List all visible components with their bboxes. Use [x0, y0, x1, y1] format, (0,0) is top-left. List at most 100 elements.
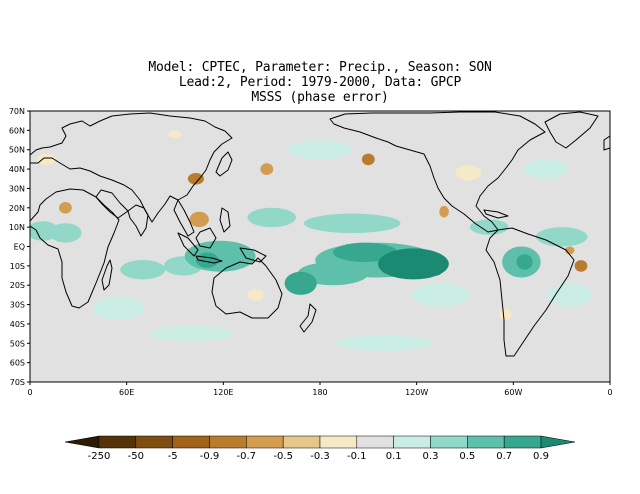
field-region-mexico-neg: [439, 205, 449, 218]
colorbar-swatch: [503, 435, 542, 449]
colorbar-swatch: [540, 435, 576, 449]
colorbar-swatch: [430, 435, 468, 449]
field-region-south-ocean-2: [336, 335, 433, 351]
colorbar-label: -0.1: [347, 451, 367, 462]
colorbar-swatch: [467, 435, 505, 449]
field-region-atlantic-east-neg: [574, 260, 588, 272]
lat-tick-label: 50S: [10, 339, 25, 348]
field-region-west-pacific-north: [247, 207, 296, 228]
field-region-se-asia-neg: [189, 211, 209, 228]
coastline-africa: [30, 188, 120, 309]
coastline-layer: [30, 111, 610, 357]
coastline-greenland: [544, 111, 599, 149]
field-region-s-america-neg: [498, 308, 512, 321]
colorbar-label: -0.3: [310, 451, 330, 462]
coastline-eurasia: [30, 112, 233, 223]
colorbar-swatch: [64, 435, 100, 449]
coastline-borneo: [195, 227, 217, 249]
colorbar-label: -0.9: [200, 451, 220, 462]
field-region-indian-ocean-south: [120, 260, 166, 280]
lat-tick-label: 30N: [9, 184, 25, 193]
colorbar-label: -250: [88, 451, 111, 462]
coastline-india: [127, 204, 149, 237]
coastline-sumatra: [177, 232, 199, 257]
coastline-south-america: [485, 227, 575, 357]
colorbar-swatch: [393, 435, 431, 449]
field-region-north-pacific-neg: [361, 153, 375, 166]
colorbar-swatch: [356, 435, 394, 449]
lat-tick-label: 70S: [10, 378, 25, 387]
field-region-north-pacific-1: [287, 140, 353, 160]
lon-tick-label: 60E: [119, 388, 134, 397]
coastline-japan: [215, 151, 233, 177]
field-region-south-pacific-east: [411, 283, 470, 307]
lat-tick-label: 70N: [9, 107, 25, 116]
colorbar-label: 0.9: [533, 451, 549, 462]
colorbar-label: -5: [168, 451, 178, 462]
lat-tick-label: 10S: [10, 262, 25, 271]
colorbar: -250 -50 -5 -0.9 -0.7 -0.5 -0.3 -0.1 0.1 0.3 0.5 0.…: [64, 435, 576, 462]
field-region-south-ocean-1: [150, 325, 232, 342]
lon-tick-label: 120E: [213, 388, 233, 397]
field-region-australia-neg: [247, 289, 264, 301]
lat-tick-label: 30S: [10, 301, 25, 310]
field-region-central-pacific-max: [378, 248, 449, 280]
field-region-north-pacific-band: [303, 213, 401, 233]
lon-tick-label: 180: [312, 388, 327, 397]
colorbar-swatch: [172, 435, 210, 449]
chart-title: Model: CPTEC, Parameter: Precip., Season…: [0, 60, 640, 105]
lat-tick-label: EQ: [14, 243, 25, 252]
field-region-caribbean: [469, 219, 509, 235]
colorbar-label: 0.3: [423, 451, 439, 462]
field-layer: [30, 130, 593, 351]
latitude-axis: 70N 60N 50N 40N 30N 20N 10N EQ 10S 20S 30S 40S 50S 60…: [9, 107, 30, 387]
colorbar-swatch: [98, 435, 137, 449]
field-region-north-atlantic: [523, 159, 569, 179]
colorbar-swatch: [135, 435, 173, 449]
colorbar-label: -0.7: [237, 451, 257, 462]
colorbar-label: 0.5: [459, 451, 475, 462]
lat-tick-label: 50N: [9, 146, 25, 155]
coastline-australia: [211, 257, 283, 319]
field-region-europe-neg: [36, 153, 56, 166]
coastline-philippines: [219, 207, 231, 233]
colorbar-swatch: [246, 435, 284, 449]
lat-tick-label: 20N: [9, 204, 25, 213]
field-region-tropical-atlantic: [535, 227, 588, 247]
lon-tick-label: 60W: [504, 388, 522, 397]
field-region-south-indian: [92, 296, 145, 320]
lon-tick-label: 0: [27, 388, 32, 397]
lat-tick-label: 60S: [10, 359, 25, 368]
coastline-uk: [603, 135, 610, 151]
colorbar-swatch: [319, 435, 358, 449]
colorbar-label: -0.5: [273, 451, 293, 462]
lat-tick-label: 20S: [10, 281, 25, 290]
colorbar-label: -50: [128, 451, 144, 462]
title-line-1: Model: CPTEC, Parameter: Precip., Season…: [148, 60, 492, 75]
field-region-japan-neg: [260, 163, 274, 175]
colorbar-label: 0.7: [496, 451, 512, 462]
coastline-new-guinea: [239, 247, 267, 263]
field-region-equatorial-pacific-core: [332, 242, 398, 262]
lat-tick-label: 60N: [9, 126, 25, 135]
lon-tick-label: 120W: [405, 388, 428, 397]
lat-tick-label: 40S: [10, 320, 25, 329]
title-line-3: MSSS (phase error): [251, 90, 389, 105]
colorbar-swatch: [282, 435, 321, 449]
lat-tick-label: 10N: [9, 223, 25, 232]
title-line-2: Lead:2, Period: 1979-2000, Data: GPCP: [178, 75, 462, 90]
field-region-n-america-neg: [455, 165, 482, 181]
coastline-se-asia: [173, 199, 195, 237]
coastline-new-zealand: [299, 303, 317, 333]
lat-tick-label: 40N: [9, 165, 25, 174]
colorbar-label: 0.1: [386, 451, 402, 462]
colorbar-swatch: [209, 435, 247, 449]
field-region-africa-neg: [59, 202, 72, 214]
coastline-java: [195, 255, 223, 264]
field-region-east-africa: [49, 223, 82, 243]
field-region-china-neg: [187, 173, 204, 185]
field-region-south-atlantic: [547, 283, 593, 307]
coastline-north-america: [329, 111, 546, 233]
coastline-madagascar: [101, 259, 113, 291]
